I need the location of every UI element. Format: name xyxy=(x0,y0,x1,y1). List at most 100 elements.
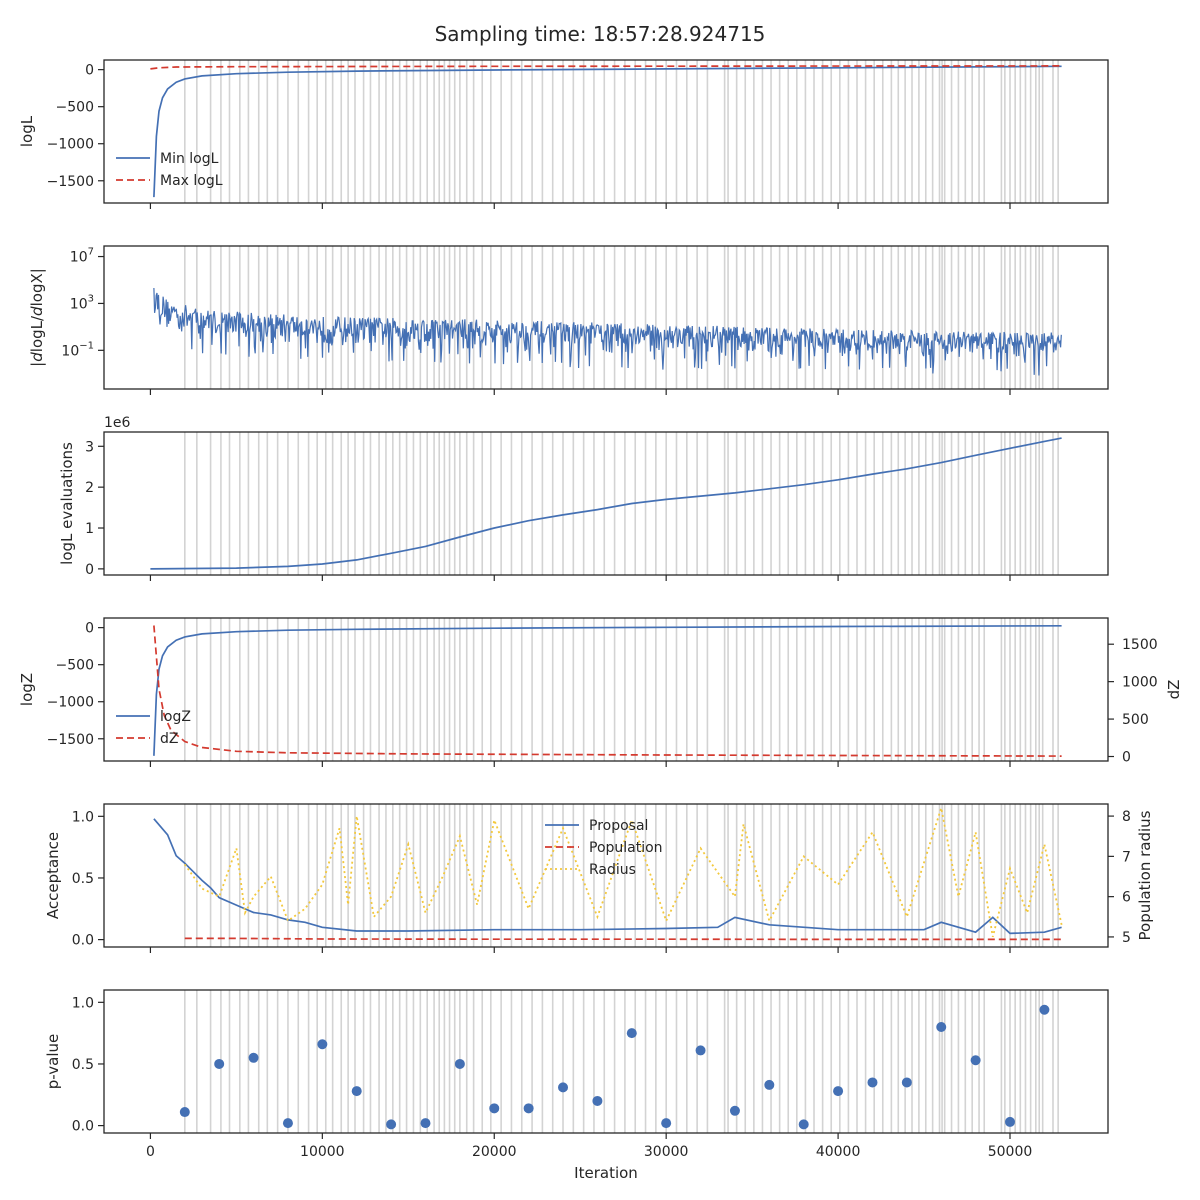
y-tick-label: 1.0 xyxy=(72,995,94,1011)
axes-frame xyxy=(103,59,1109,204)
y-tick-label: −1000 xyxy=(47,137,94,153)
axes-frame xyxy=(103,431,1109,576)
legend: logZ dZ xyxy=(116,709,191,747)
y-tick-label-right: 6 xyxy=(1122,890,1131,906)
tick-exponent: 7 xyxy=(88,247,94,258)
p-value-point xyxy=(489,1103,500,1114)
legend-label: logZ xyxy=(160,709,191,725)
axes-frame xyxy=(103,245,1109,390)
p-value-point xyxy=(214,1058,225,1069)
y-tick-label: −500 xyxy=(56,658,94,674)
p-value-point xyxy=(592,1095,603,1106)
y-axis-label: p-value xyxy=(44,1034,62,1090)
y-tick-label: −1500 xyxy=(47,732,94,748)
p-value-point xyxy=(558,1082,569,1093)
y-tick-label: 3 xyxy=(85,439,94,455)
series-line-dz xyxy=(153,625,1062,757)
p-value-point xyxy=(661,1118,672,1129)
label-part: logL xyxy=(28,320,46,352)
p-value-point xyxy=(936,1021,947,1032)
tick-exponent: −1 xyxy=(79,340,94,351)
y-tick-label: 10−1 xyxy=(61,340,94,359)
series-line-proposal xyxy=(153,818,1062,935)
x-tick-label: 30000 xyxy=(644,1144,689,1160)
series-line-min-logl xyxy=(153,65,1062,198)
p-value-point xyxy=(867,1077,878,1088)
legend-label: Proposal xyxy=(589,818,648,834)
y-axis-label-right: dZ xyxy=(1165,680,1183,700)
y-tick-label: 0.5 xyxy=(72,871,94,887)
y-tick-label-right: 1000 xyxy=(1122,675,1158,691)
axes-frame xyxy=(103,617,1109,762)
chart-title: Sampling time: 18:57:28.924715 xyxy=(435,22,766,46)
series-line-radius xyxy=(184,807,1063,938)
p-value-point xyxy=(798,1119,809,1130)
p-value-point xyxy=(626,1028,637,1039)
p-value-point xyxy=(901,1077,912,1088)
x-tick-label: 50000 xyxy=(988,1144,1033,1160)
label-part: d xyxy=(28,306,46,316)
p-value-point xyxy=(420,1118,431,1129)
panel-4: 0 −500 −1000 −1500 logZ 0 500 1000 1500 dZ logZ dZ xyxy=(18,617,1183,767)
legend-label: Radius xyxy=(589,862,636,878)
p-value-point xyxy=(454,1058,465,1069)
p-value-point xyxy=(282,1118,293,1129)
p-value-point xyxy=(1039,1004,1050,1015)
legend-label: Population xyxy=(589,840,663,856)
series-line-population xyxy=(184,937,1062,941)
y-tick-label: −1500 xyxy=(47,174,94,190)
y-tick-label: 2 xyxy=(85,480,94,496)
plot-area xyxy=(150,60,1062,203)
p-value-point xyxy=(1005,1116,1016,1127)
plot-area xyxy=(153,804,1063,947)
x-tick-label: 10000 xyxy=(300,1144,345,1160)
y-tick-label: 0.0 xyxy=(72,1119,94,1135)
y-tick-label: 107 xyxy=(70,247,94,266)
panel-5: 0.0 0.5 1.0 Acceptance 5 6 7 8 Population radius… xyxy=(44,803,1154,953)
axes-frame xyxy=(103,989,1109,1134)
y-tick-label: 0 xyxy=(85,63,94,79)
y-tick-label: 1.0 xyxy=(72,809,94,825)
derivative-series-line xyxy=(153,287,1062,376)
tick-base: 10 xyxy=(70,296,88,312)
y-tick-label: 0.0 xyxy=(72,933,94,949)
y-axis-label: |dlogL/dlogX| xyxy=(28,268,46,367)
legend-label: dZ xyxy=(160,731,178,747)
legend: Proposal Population Radius xyxy=(545,818,663,878)
tick-exponent: 3 xyxy=(88,293,94,304)
legend-label: Min logL xyxy=(160,151,219,167)
series-line-main xyxy=(150,437,1062,570)
plot-area xyxy=(153,246,1062,389)
offset-label: 1e6 xyxy=(104,415,131,431)
p-value-point xyxy=(351,1086,362,1097)
axes-frame xyxy=(103,803,1109,948)
p-value-point xyxy=(833,1086,844,1097)
plot-area xyxy=(150,432,1062,575)
y-tick-label-right: 500 xyxy=(1122,712,1149,728)
label-part: / xyxy=(28,315,46,321)
y-tick-label: 103 xyxy=(70,293,94,312)
p-value-point xyxy=(764,1079,775,1090)
y-tick-label: 1 xyxy=(85,521,94,537)
y-axis-label: logL evaluations xyxy=(58,442,76,565)
y-tick-label-right: 1500 xyxy=(1122,637,1158,653)
y-axis-label: logL xyxy=(18,115,36,147)
y-tick-label: 0 xyxy=(85,621,94,637)
panel-1: 0 −500 −1000 −1500 logL Min logL Max logL xyxy=(18,59,1109,209)
series-line-max-logl xyxy=(150,65,1062,70)
y-axis-label-right: Population radius xyxy=(1136,810,1154,940)
plot-area xyxy=(153,618,1062,761)
p-value-point xyxy=(179,1107,190,1118)
series-line-logz xyxy=(153,624,1062,756)
tick-base: 10 xyxy=(61,343,79,359)
p-value-point xyxy=(695,1045,706,1056)
p-value-point xyxy=(317,1039,328,1050)
y-tick-label: 0 xyxy=(85,562,94,578)
y-tick-label-right: 0 xyxy=(1122,750,1131,766)
y-tick-label-right: 8 xyxy=(1122,809,1131,825)
y-tick-label-right: 5 xyxy=(1122,930,1131,946)
label-part: | xyxy=(28,362,46,367)
y-axis-label: logZ xyxy=(18,673,36,706)
x-axis-label: Iteration xyxy=(574,1164,638,1182)
p-value-point xyxy=(970,1055,981,1066)
